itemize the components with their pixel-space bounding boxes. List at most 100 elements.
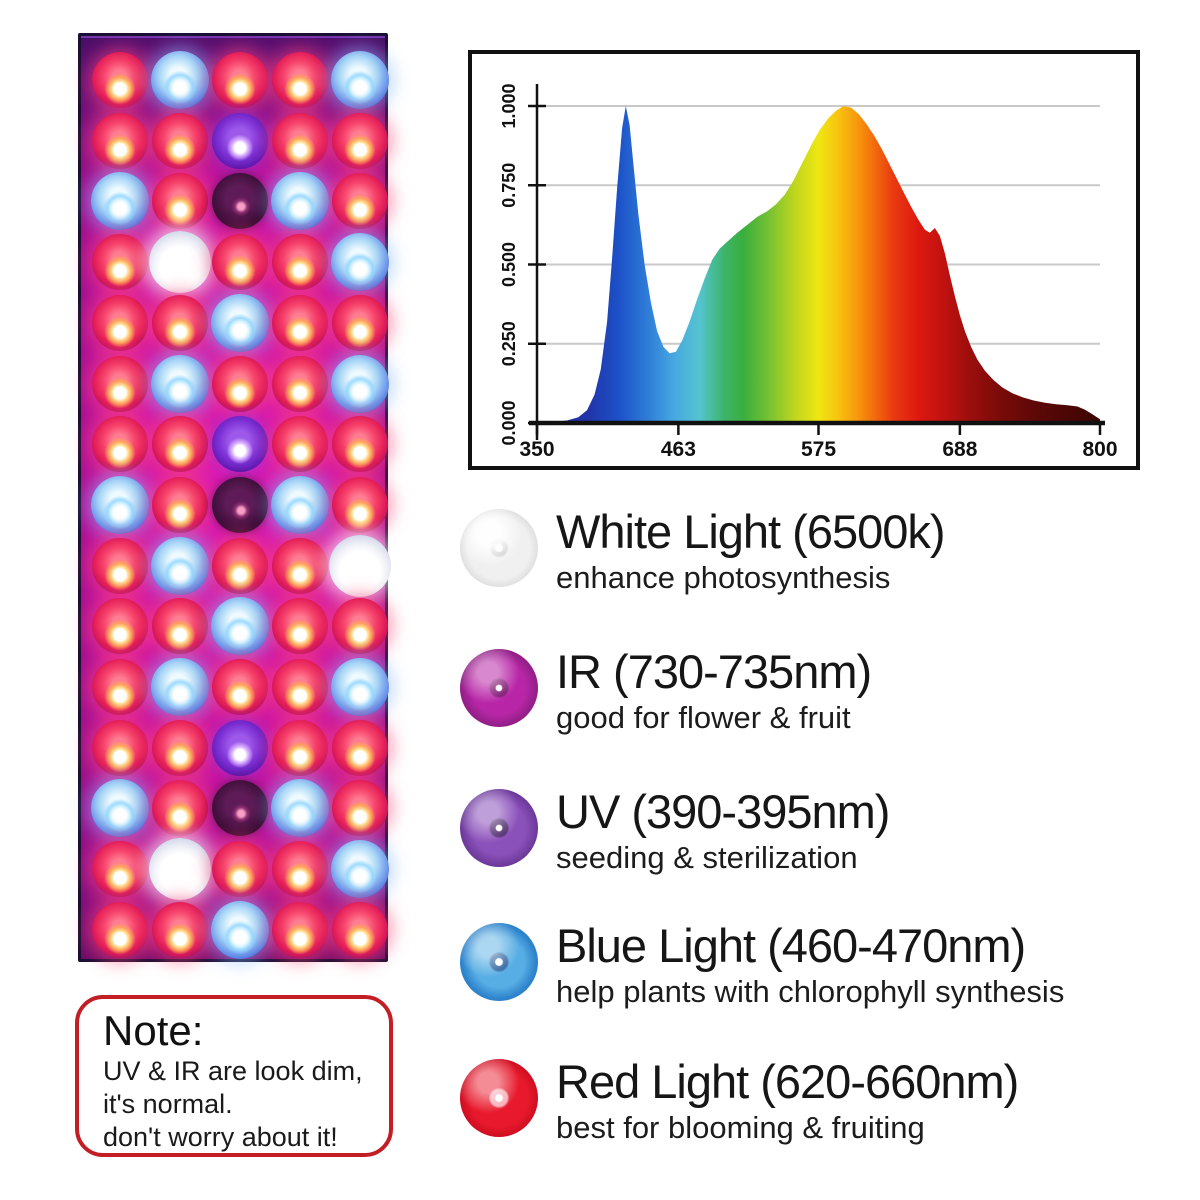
uv-led — [212, 416, 268, 473]
ir-led — [212, 173, 268, 230]
red-led — [92, 112, 148, 169]
red-led — [152, 294, 208, 351]
svg-text:575: 575 — [801, 438, 836, 461]
blue-led — [271, 172, 329, 231]
legend-item-red: Red Light (620-660nm) best for blooming … — [460, 1055, 1019, 1147]
legend-subtitle-white: enhance photosynthesis — [556, 560, 891, 595]
red-led — [272, 659, 328, 715]
red-led — [272, 294, 328, 351]
red-led — [92, 901, 148, 958]
legend-subtitle-ir: good for flower & fruit — [556, 700, 851, 735]
red-led — [332, 294, 388, 351]
red-led — [272, 234, 328, 291]
note-line-2: it's normal. — [103, 1089, 233, 1119]
blue-led — [331, 354, 389, 413]
red-led — [92, 659, 148, 715]
blue-led — [151, 354, 209, 413]
led-panel-photo — [78, 33, 391, 962]
red-led — [152, 416, 208, 473]
blue-led — [331, 840, 389, 899]
red-led — [272, 841, 328, 898]
red-led — [212, 659, 268, 715]
blue-led — [331, 658, 389, 716]
red-led — [272, 52, 328, 108]
red-led — [92, 355, 148, 412]
blue-led — [331, 233, 389, 292]
svg-text:688: 688 — [942, 438, 977, 461]
red-led — [152, 173, 208, 230]
legend-title-white: White Light (6500k) — [556, 505, 946, 558]
blue-led — [211, 900, 269, 959]
red-led — [272, 537, 328, 594]
white-led — [329, 534, 391, 597]
blue-led-icon — [460, 923, 538, 1001]
red-led — [92, 52, 148, 108]
red-led — [332, 112, 388, 169]
legend-subtitle-uv: seeding & sterilization — [556, 840, 858, 875]
legend-subtitle-red: best for blooming & fruiting — [556, 1110, 925, 1145]
svg-text:463: 463 — [661, 438, 696, 461]
svg-text:1.000: 1.000 — [499, 83, 519, 128]
legend-title-red: Red Light (620-660nm) — [556, 1055, 1019, 1108]
red-led — [272, 719, 328, 776]
red-led — [332, 719, 388, 776]
red-led — [332, 780, 388, 837]
legend-title-blue: Blue Light (460-470nm) — [556, 919, 1026, 972]
blue-led — [271, 475, 329, 534]
svg-text:0.000: 0.000 — [499, 400, 519, 445]
white-led — [149, 838, 211, 901]
ir-led — [212, 780, 268, 837]
legend-item-uv: UV (390-395nm) seeding & sterilization — [460, 785, 890, 877]
red-led — [212, 841, 268, 898]
uv-led — [212, 112, 268, 169]
red-led — [152, 598, 208, 655]
red-led — [332, 173, 388, 230]
red-led — [152, 112, 208, 169]
red-led — [152, 780, 208, 837]
red-led — [272, 598, 328, 655]
red-led — [272, 112, 328, 169]
blue-led — [211, 597, 269, 656]
svg-text:0.750: 0.750 — [499, 163, 519, 208]
red-led — [152, 476, 208, 533]
blue-led — [211, 293, 269, 352]
red-led — [272, 416, 328, 473]
red-led — [332, 598, 388, 655]
red-led — [92, 719, 148, 776]
blue-led — [271, 779, 329, 838]
red-led — [212, 234, 268, 291]
ir-led — [212, 476, 268, 533]
svg-text:0.500: 0.500 — [499, 242, 519, 287]
svg-text:350: 350 — [519, 438, 554, 461]
blue-led — [331, 51, 389, 109]
uv-led-icon — [460, 789, 538, 867]
red-led — [92, 537, 148, 594]
note-line-3: don't worry about it! — [103, 1122, 338, 1152]
red-led — [212, 52, 268, 108]
note-title: Note: — [103, 1007, 204, 1054]
legend-item-ir: IR (730-735nm) good for flower & fruit — [460, 645, 872, 737]
red-led — [92, 294, 148, 351]
red-led — [212, 355, 268, 412]
legend-title-uv: UV (390-395nm) — [556, 785, 890, 838]
red-led — [332, 416, 388, 473]
blue-led — [91, 475, 149, 534]
red-led — [332, 901, 388, 958]
blue-led — [151, 51, 209, 109]
legend-title-ir: IR (730-735nm) — [556, 645, 872, 698]
red-led — [332, 476, 388, 533]
blue-led — [151, 658, 209, 716]
blue-led — [91, 172, 149, 231]
svg-text:0.250: 0.250 — [499, 321, 519, 366]
red-led — [152, 719, 208, 776]
red-led — [92, 841, 148, 898]
blue-led — [151, 536, 209, 595]
red-led — [272, 901, 328, 958]
red-led — [92, 598, 148, 655]
blue-led — [91, 779, 149, 838]
red-led — [92, 234, 148, 291]
spectrum-chart-svg: 0.000 0.250 0.500 0.750 1.000 350 463 575 688 800 — [468, 50, 1140, 470]
white-led-icon — [460, 509, 538, 587]
legend-item-white: White Light (6500k) enhance photosynthes… — [460, 505, 946, 597]
legend-item-blue: Blue Light (460-470nm) help plants with … — [460, 919, 1064, 1011]
